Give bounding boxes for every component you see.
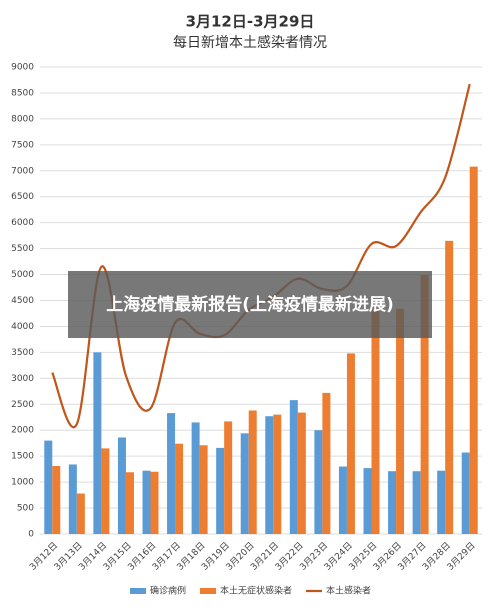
bar [346, 353, 355, 534]
chart-title: 3月12日-3月29日 [186, 13, 315, 31]
y-tick-label: 8000 [11, 114, 34, 124]
y-tick-label: 7000 [11, 166, 34, 176]
y-tick-label: 5000 [11, 270, 34, 280]
bar [216, 447, 225, 534]
chart-subtitle: 每日新增本土感染者情况 [173, 34, 327, 51]
legend-label: 本土无症状感染者 [220, 585, 292, 597]
bar [191, 422, 200, 534]
bar [297, 412, 306, 534]
bar [150, 471, 159, 534]
bar [76, 493, 85, 534]
y-tick-label: 6000 [11, 218, 34, 228]
bar [469, 166, 478, 535]
y-tick-label: 4000 [11, 322, 34, 332]
y-tick-label: 500 [17, 504, 34, 514]
y-tick-label: 1500 [11, 452, 34, 462]
y-tick-label: 2000 [11, 426, 34, 436]
bar [289, 400, 298, 534]
bar [437, 470, 446, 534]
bar [52, 466, 61, 534]
bar [388, 471, 397, 534]
bar [224, 421, 233, 534]
legend-swatch [200, 588, 217, 594]
y-tick-label: 5500 [11, 244, 34, 254]
bar [167, 413, 176, 534]
bar [125, 472, 134, 534]
bar [93, 352, 102, 534]
bar [322, 392, 331, 534]
legend-swatch [130, 588, 146, 594]
banner: 上海疫情最新报告(上海疫情最新进展) [68, 271, 432, 338]
bar [101, 448, 110, 534]
legend-label: 确诊病例 [150, 585, 186, 597]
y-tick-label: 7500 [11, 140, 34, 150]
y-tick-label: 4500 [11, 296, 34, 306]
y-tick-label: 1000 [11, 478, 34, 488]
bar [314, 430, 323, 534]
bar [265, 416, 274, 534]
y-tick-label: 3500 [11, 348, 34, 358]
y-tick-label: 3000 [11, 374, 34, 384]
bar [248, 410, 257, 534]
bar [199, 445, 208, 534]
legend-label: 本土感染者 [326, 585, 371, 597]
bar [117, 437, 126, 534]
bar [363, 468, 372, 534]
y-tick-label: 6500 [11, 192, 34, 202]
bar [412, 471, 421, 534]
y-tick-label: 9000 [11, 63, 34, 73]
y-tick-label: 2500 [11, 400, 34, 410]
bar [396, 308, 405, 534]
bar [175, 443, 184, 534]
bar [371, 309, 380, 534]
y-tick-label: 0 [28, 530, 34, 540]
bar [338, 466, 347, 534]
bar [44, 440, 53, 534]
bar [445, 240, 454, 535]
y-tick-label: 8500 [11, 88, 34, 98]
bar [461, 452, 470, 534]
bar [68, 464, 77, 534]
bar [142, 470, 151, 534]
bar [240, 433, 249, 534]
bar [420, 275, 429, 534]
bar [273, 414, 282, 534]
